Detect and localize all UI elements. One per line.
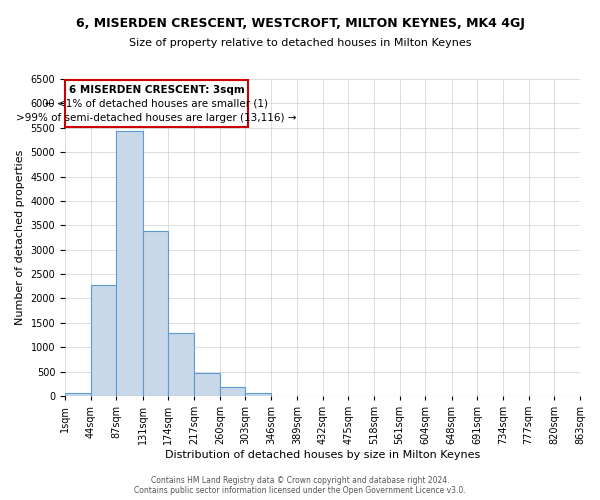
Bar xyxy=(143,231,169,396)
Text: >99% of semi-detached houses are larger (13,116) →: >99% of semi-detached houses are larger … xyxy=(16,112,296,122)
Bar xyxy=(116,131,143,396)
Bar xyxy=(245,393,271,396)
Bar xyxy=(194,372,220,396)
Text: Contains HM Land Registry data © Crown copyright and database right 2024.: Contains HM Land Registry data © Crown c… xyxy=(151,476,449,485)
X-axis label: Distribution of detached houses by size in Milton Keynes: Distribution of detached houses by size … xyxy=(165,450,480,460)
Bar xyxy=(169,333,194,396)
Bar xyxy=(65,80,248,127)
Text: Contains public sector information licensed under the Open Government Licence v3: Contains public sector information licen… xyxy=(134,486,466,495)
Text: 6, MISERDEN CRESCENT, WESTCROFT, MILTON KEYNES, MK4 4GJ: 6, MISERDEN CRESCENT, WESTCROFT, MILTON … xyxy=(76,18,524,30)
Bar xyxy=(220,388,245,396)
Y-axis label: Number of detached properties: Number of detached properties xyxy=(15,150,25,325)
Text: ← <1% of detached houses are smaller (1): ← <1% of detached houses are smaller (1) xyxy=(45,98,268,108)
Text: Size of property relative to detached houses in Milton Keynes: Size of property relative to detached ho… xyxy=(129,38,471,48)
Bar xyxy=(91,285,116,396)
Text: 6 MISERDEN CRESCENT: 3sqm: 6 MISERDEN CRESCENT: 3sqm xyxy=(68,84,244,94)
Bar xyxy=(65,392,91,396)
